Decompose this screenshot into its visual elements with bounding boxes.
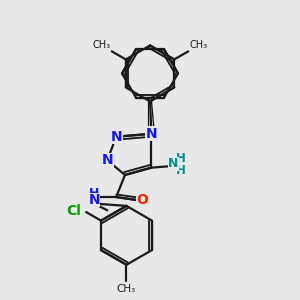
Text: N: N xyxy=(168,157,179,170)
Text: H: H xyxy=(176,152,186,165)
Text: H: H xyxy=(176,164,186,177)
Text: H: H xyxy=(89,187,99,200)
Text: Cl: Cl xyxy=(66,204,81,218)
Text: O: O xyxy=(137,193,148,207)
Text: CH₃: CH₃ xyxy=(190,40,208,50)
Text: CH₃: CH₃ xyxy=(92,40,110,50)
Text: N: N xyxy=(101,153,113,167)
Text: N: N xyxy=(88,193,100,207)
Text: CH₃: CH₃ xyxy=(117,284,136,295)
Text: N: N xyxy=(110,130,122,144)
Text: N: N xyxy=(146,127,157,141)
